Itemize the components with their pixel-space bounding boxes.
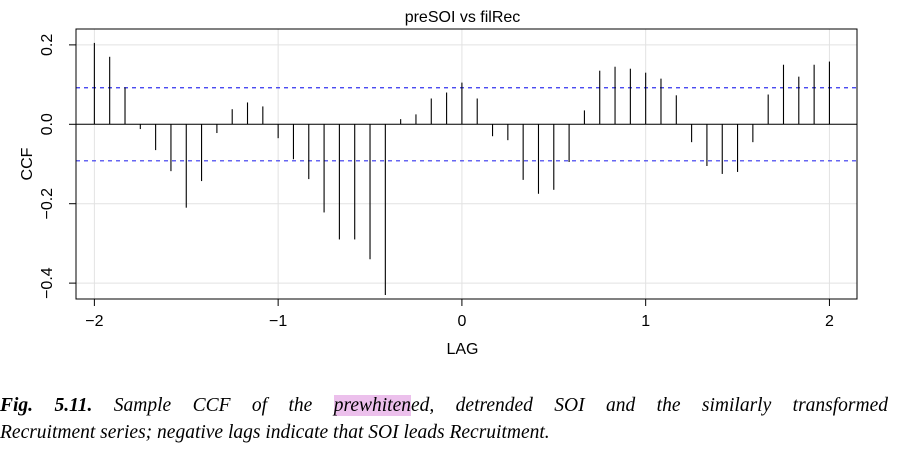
grid-lines	[76, 29, 857, 299]
x-axis: −2 −1 0 1 2	[85, 299, 834, 330]
caption-line-2: Recruitment series; negative lags indica…	[0, 422, 550, 443]
figure-caption: Fig. 5.11. Sample CCF of the prewhitened…	[0, 392, 904, 446]
ccf-chart: −2 −1 0 1 2 0.20.0−0.2−0.4 preSOI vs filRec …	[19, 9, 858, 358]
y-tick-label: 0.0	[39, 113, 56, 135]
caption-line-1: Fig. 5.11. Sample CCF of the prewhitened…	[0, 392, 888, 419]
x-tick-label: −2	[85, 313, 103, 330]
caption-text-after: ed, detrended SOI and the similarly tran…	[410, 395, 888, 416]
y-tick-label: −0.2	[39, 188, 56, 220]
x-tick-label: 2	[825, 313, 834, 330]
caption-text-before: Sample CCF of the	[113, 395, 334, 416]
x-tick-label: 1	[641, 313, 650, 330]
caption-label: Fig. 5.11.	[0, 395, 93, 416]
confidence-bounds	[76, 87, 857, 162]
y-tick-label: 0.2	[39, 34, 56, 56]
ccf-stems	[93, 42, 830, 296]
plot-frame	[75, 28, 858, 300]
caption-highlight: prewhiten	[333, 395, 411, 416]
y-axis: 0.2 0.0 −0.2 −0.4	[39, 34, 76, 299]
x-axis-label: LAG	[446, 341, 478, 358]
x-tick-label: 0	[457, 313, 466, 330]
x-tick-label: −1	[269, 313, 287, 330]
y-axis-label: CCF	[19, 147, 36, 180]
y-tick-label: −0.4	[39, 267, 56, 299]
chart-title: preSOI vs filRec	[405, 9, 521, 26]
